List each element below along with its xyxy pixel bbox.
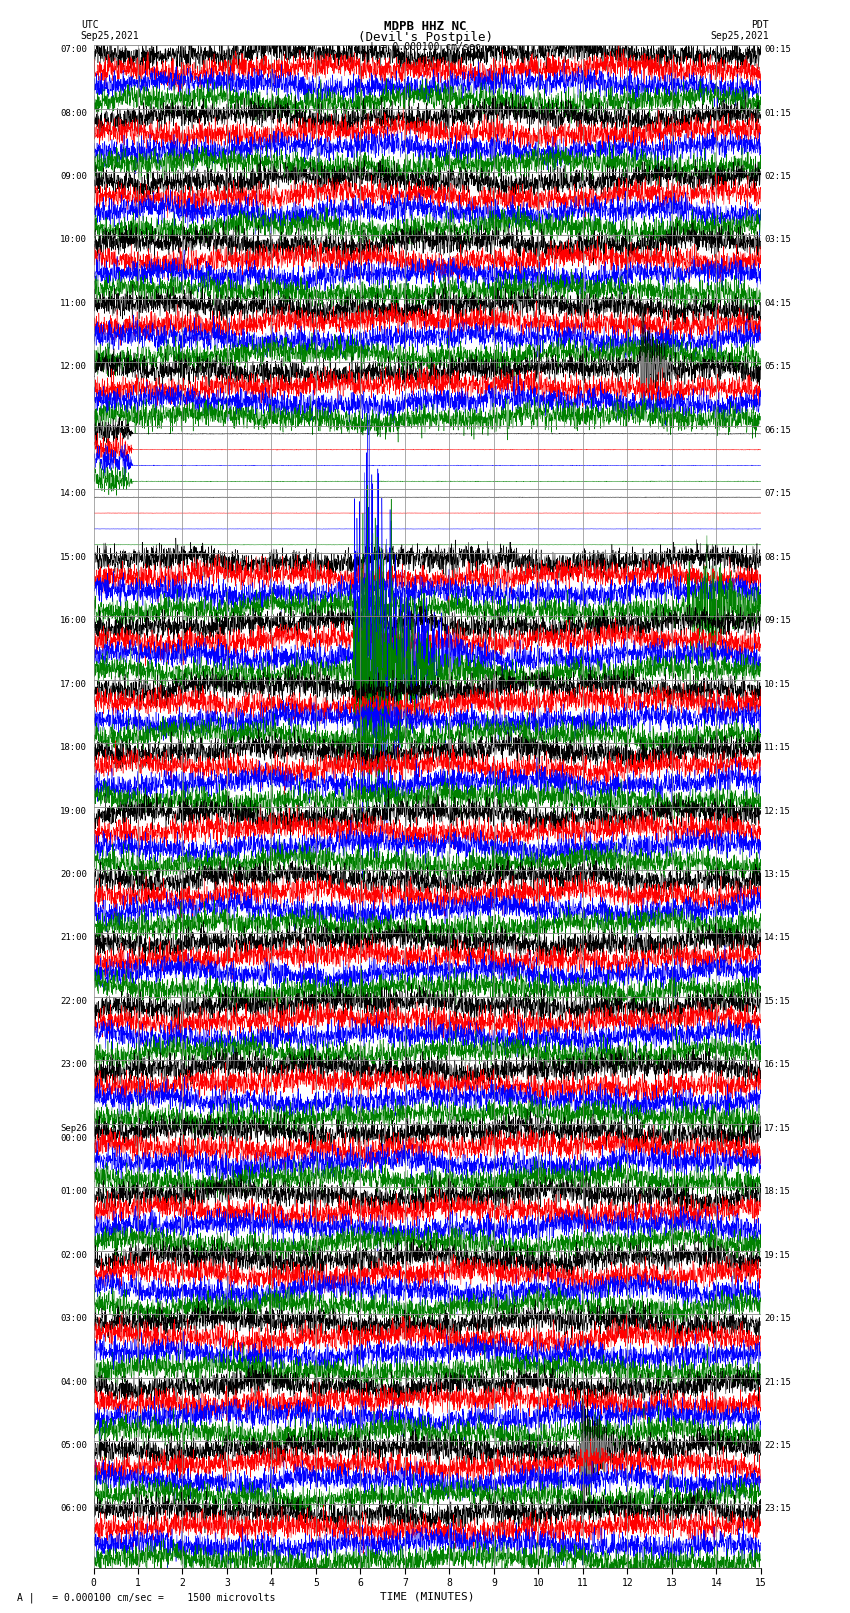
Text: 15:00: 15:00 [60,553,87,561]
Text: 02:15: 02:15 [764,173,791,181]
Text: 19:15: 19:15 [764,1250,791,1260]
Text: 20:00: 20:00 [60,869,87,879]
Text: MDPB HHZ NC: MDPB HHZ NC [383,19,467,34]
Text: 14:15: 14:15 [764,934,791,942]
Text: 10:15: 10:15 [764,679,791,689]
Text: 15:15: 15:15 [764,997,791,1007]
Text: 16:15: 16:15 [764,1060,791,1069]
Text: 03:15: 03:15 [764,235,791,245]
Text: 23:00: 23:00 [60,1060,87,1069]
Text: 19:00: 19:00 [60,806,87,816]
Text: 09:00: 09:00 [60,173,87,181]
Text: 13:00: 13:00 [60,426,87,436]
Text: 08:15: 08:15 [764,553,791,561]
Text: 11:15: 11:15 [764,744,791,752]
Text: 11:00: 11:00 [60,298,87,308]
Text: 17:15: 17:15 [764,1124,791,1132]
Text: 00:15: 00:15 [764,45,791,55]
Text: 04:00: 04:00 [60,1378,87,1387]
Text: 13:15: 13:15 [764,869,791,879]
Text: 21:15: 21:15 [764,1378,791,1387]
Text: 16:00: 16:00 [60,616,87,626]
Text: 18:15: 18:15 [764,1187,791,1197]
Text: 02:00: 02:00 [60,1250,87,1260]
Text: UTC: UTC [81,19,99,31]
Text: 12:00: 12:00 [60,363,87,371]
Text: 09:15: 09:15 [764,616,791,626]
Text: Sep26
00:00: Sep26 00:00 [60,1124,87,1144]
Text: A |   = 0.000100 cm/sec =    1500 microvolts: A | = 0.000100 cm/sec = 1500 microvolts [17,1592,275,1603]
Text: 10:00: 10:00 [60,235,87,245]
Text: 01:00: 01:00 [60,1187,87,1197]
Text: 18:00: 18:00 [60,744,87,752]
Text: (Devil's Postpile): (Devil's Postpile) [358,31,492,44]
Text: 03:00: 03:00 [60,1315,87,1323]
Text: 06:00: 06:00 [60,1505,87,1513]
Text: 21:00: 21:00 [60,934,87,942]
Text: 22:00: 22:00 [60,997,87,1007]
Text: 08:00: 08:00 [60,108,87,118]
Text: 07:00: 07:00 [60,45,87,55]
Text: 04:15: 04:15 [764,298,791,308]
Text: 14:00: 14:00 [60,489,87,498]
Text: 17:00: 17:00 [60,679,87,689]
Text: 05:00: 05:00 [60,1440,87,1450]
Text: 06:15: 06:15 [764,426,791,436]
Text: Sep25,2021: Sep25,2021 [81,31,139,40]
Text: 12:15: 12:15 [764,806,791,816]
Text: 22:15: 22:15 [764,1440,791,1450]
Text: PDT: PDT [751,19,769,31]
Text: 01:15: 01:15 [764,108,791,118]
X-axis label: TIME (MINUTES): TIME (MINUTES) [380,1590,474,1602]
Text: Sep25,2021: Sep25,2021 [711,31,769,40]
Text: 07:15: 07:15 [764,489,791,498]
Text: 23:15: 23:15 [764,1505,791,1513]
Text: 05:15: 05:15 [764,363,791,371]
Text: | = 0.000100 cm/sec: | = 0.000100 cm/sec [369,40,481,52]
Text: 20:15: 20:15 [764,1315,791,1323]
